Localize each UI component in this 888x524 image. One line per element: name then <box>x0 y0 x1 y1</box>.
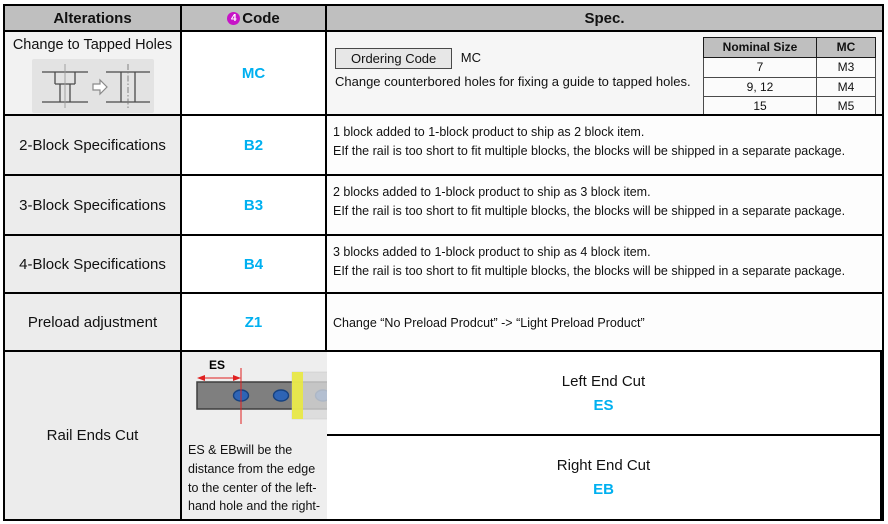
spec-text: Change counterbored holes for fixing a g… <box>335 74 691 89</box>
tapped-holes-diagram-svg <box>41 64 150 108</box>
code-value: EB <box>593 481 614 498</box>
code-cell-b2: B2 <box>182 116 327 176</box>
code-cell-b4: B4 <box>182 236 327 294</box>
ordering-code-value: MC <box>460 50 481 66</box>
column-header-spec: Spec. <box>327 6 882 32</box>
dimension-arrowheads <box>197 375 241 381</box>
table-row: 9, 12 M4 <box>703 76 876 98</box>
column-header-alterations: Alterations <box>5 6 182 32</box>
nominal-size-value: 7 <box>703 57 817 78</box>
spec-text-line2: EIf the rail is too short to fit multipl… <box>333 204 846 219</box>
row-label: 2-Block Specifications <box>19 136 166 154</box>
table-row: 15 M5 <box>703 96 876 114</box>
mc-value: M3 <box>816 57 876 78</box>
row-4block-label-cell: 4-Block Specifications <box>5 236 182 294</box>
column-header-alterations-label: Alterations <box>53 9 132 27</box>
spec-text-line1: ES & EBwill be the distance from the edg… <box>188 443 321 519</box>
spec-cell-b4: 3 blocks added to 1-block product to shi… <box>327 236 882 294</box>
nominal-size-value: 15 <box>703 96 817 114</box>
spec-text-line1: Change “No Preload Prodcut” -> “Light Pr… <box>333 316 645 330</box>
code-value: Z1 <box>244 313 263 331</box>
ordering-code-box: Ordering Code <box>335 48 453 69</box>
code-cell-z1: Z1 <box>182 294 327 352</box>
spec-text-line1: 2 blocks added to 1-block product to shi… <box>333 185 651 199</box>
spec-text-line2: EIf the rail is too short to fit multipl… <box>333 264 846 279</box>
change-arrow-icon <box>91 78 108 96</box>
code-value: ES <box>593 396 614 414</box>
end-cut-label: Right End Cut <box>556 457 651 474</box>
row-2block-label-cell: 2-Block Specifications <box>5 116 182 176</box>
row-label: 4-Block Specifications <box>19 255 166 273</box>
code-value: B4 <box>243 255 264 273</box>
spec-cell-b2: 1 block added to 1-block product to ship… <box>327 116 882 176</box>
code-cell-mc: MC <box>182 32 327 116</box>
row-label: Change to Tapped Holes <box>12 37 173 53</box>
code-value: MC <box>241 64 266 82</box>
spec-cell-b3: 2 blocks added to 1-block product to shi… <box>327 176 882 236</box>
spec-text-line1: 3 blocks added to 1-block product to shi… <box>333 245 651 259</box>
mc-value: M4 <box>816 76 876 98</box>
column-header-spec-label: Spec. <box>584 9 625 27</box>
nominal-size-value: 9, 12 <box>703 76 817 98</box>
tapped-holes-diagram <box>31 59 154 113</box>
right-end-cut-cell: Right End Cut EB <box>327 436 882 519</box>
code-badge-icon: 4 <box>227 11 241 25</box>
mc-value: M5 <box>816 96 876 114</box>
row-preload-label-cell: Preload adjustment <box>5 294 182 352</box>
spec-cell-tapped: Ordering Code MC Change counterbored hol… <box>327 32 882 116</box>
row-tapped-holes-label-cell: Change to Tapped Holes <box>5 32 182 116</box>
code-cell-b3: B3 <box>182 176 327 236</box>
nominal-size-header: Nominal Size <box>703 37 817 58</box>
row-rail-ends-label-cell: Rail Ends Cut <box>5 352 182 519</box>
left-end-cut-cell: Left End Cut ES <box>327 352 882 436</box>
mc-header: MC <box>816 37 876 58</box>
es-dimension-label: ES <box>209 358 225 372</box>
dimension-lines <box>199 368 242 424</box>
table-row: 7 M3 <box>703 57 876 78</box>
spec-cell-rail-ends: ES EB ES & EBwill be the distance from t… <box>182 352 327 519</box>
spec-text-line1: 1 block added to 1-block product to ship… <box>333 125 645 139</box>
alterations-spec-table: Alterations 4 Code Spec. Change to Tappe… <box>3 4 884 521</box>
spec-text-line2: EIf the rail is too short to fit multipl… <box>333 144 846 159</box>
block-seal-left <box>292 372 303 419</box>
rail-ends-spec-text: ES & EBwill be the distance from the edg… <box>182 441 327 519</box>
column-header-code-label: Code <box>242 9 280 27</box>
column-header-code: 4 Code <box>182 6 327 32</box>
spec-cell-z1: Change “No Preload Prodcut” -> “Light Pr… <box>327 294 882 352</box>
code-value: B2 <box>243 136 264 154</box>
rail-ends-diagram: ES EB <box>196 358 327 424</box>
row-label: Preload adjustment <box>27 313 158 331</box>
code-value: B3 <box>243 196 264 214</box>
row-label: Rail Ends Cut <box>46 427 139 444</box>
end-cut-label: Left End Cut <box>561 372 646 390</box>
nominal-size-table: Nominal Size MC 7 M3 9, 12 M4 15 M5 <box>703 37 876 114</box>
row-label: 3-Block Specifications <box>19 196 166 214</box>
row-3block-label-cell: 3-Block Specifications <box>5 176 182 236</box>
